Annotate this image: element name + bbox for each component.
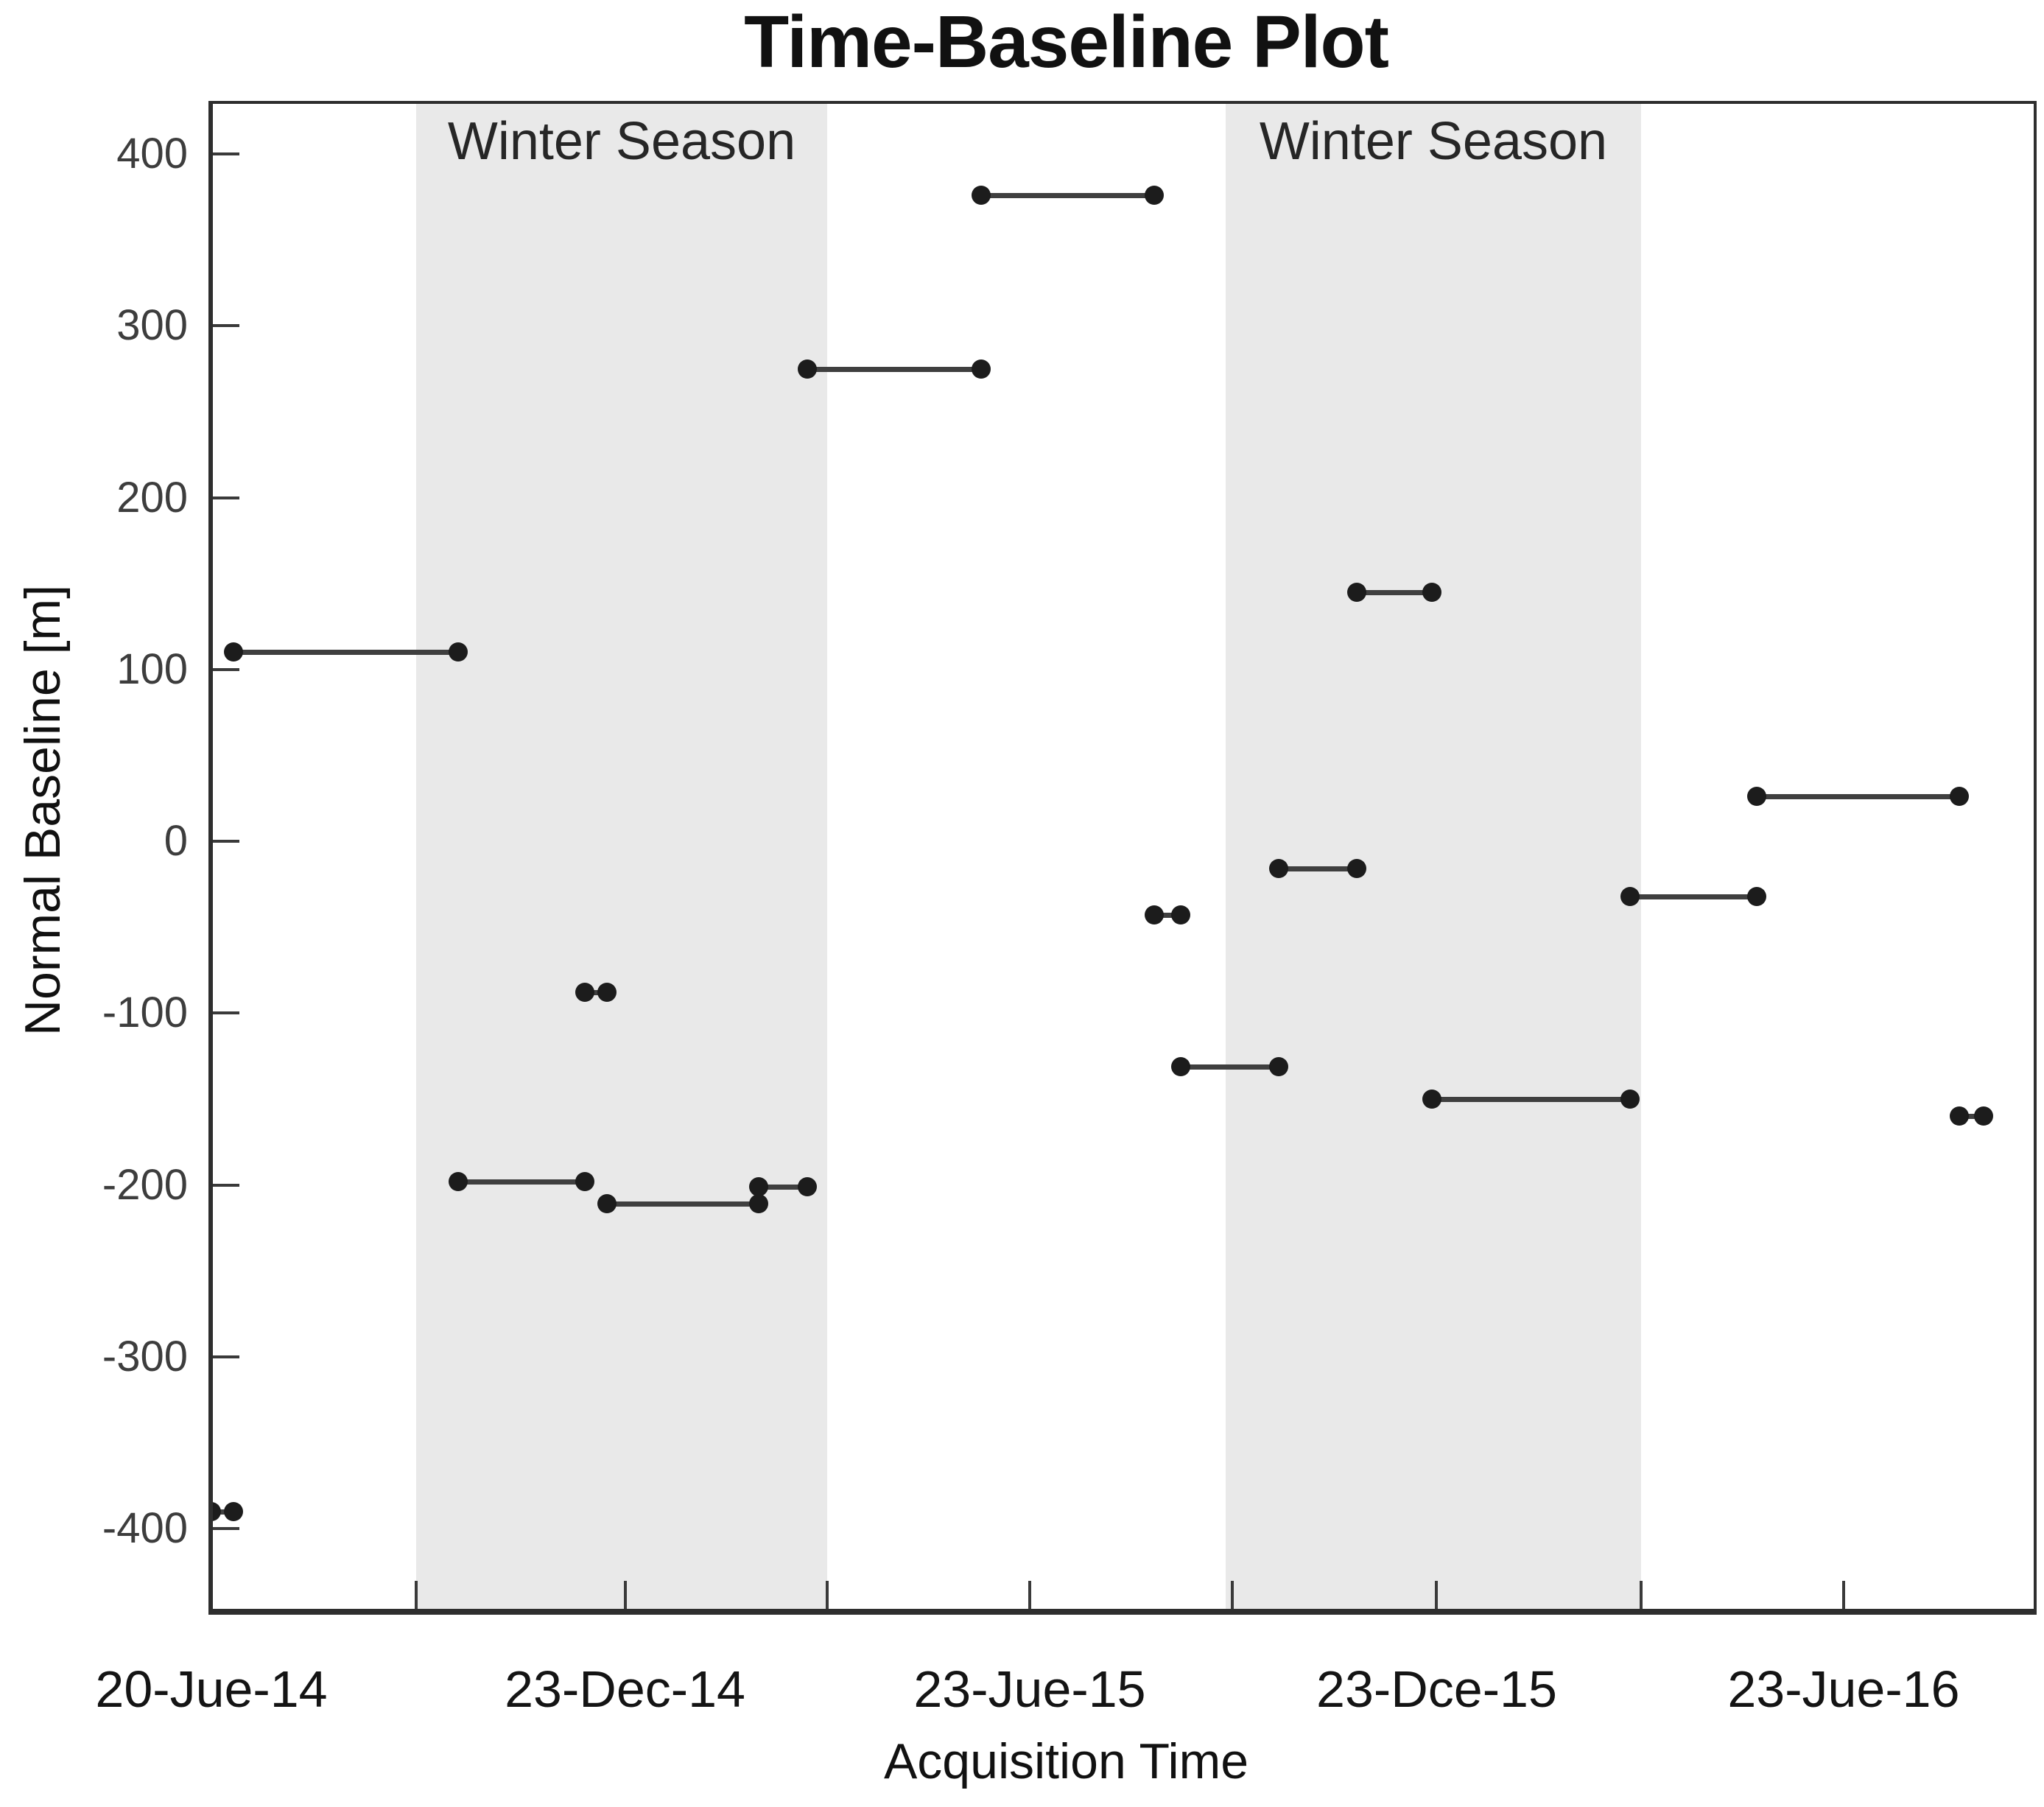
x-tick-label: 23-Jue-15 [913, 1660, 1146, 1718]
y-tick-label: -300 [102, 1332, 188, 1380]
baseline-segment [980, 192, 1155, 198]
acquisition-dot [449, 642, 468, 662]
baseline-segment [1181, 1064, 1279, 1070]
x-axis-label: Acquisition Time [883, 1733, 1249, 1789]
y-tick-label: -200 [102, 1160, 188, 1209]
acquisition-dot [597, 983, 617, 1003]
y-tick-mark [213, 324, 239, 328]
y-tick-mark [213, 667, 239, 671]
acquisition-dot [971, 359, 991, 379]
chart-title: Time-Baseline Plot [744, 1, 1389, 83]
y-tick-mark [213, 496, 239, 499]
acquisition-dot [575, 983, 595, 1003]
acquisition-dot [1346, 859, 1366, 879]
y-tick-label: 300 [116, 301, 188, 350]
y-tick-mark [213, 1011, 239, 1015]
baseline-segment [1959, 1114, 1984, 1120]
acquisition-dot [1974, 1106, 1994, 1126]
baseline-segment [607, 1201, 759, 1207]
x-tick-mark [1028, 1581, 1031, 1609]
acquisition-dot [798, 1176, 818, 1196]
baseline-segment [1154, 913, 1181, 919]
x-tick-label: 23-Jue-16 [1727, 1660, 1960, 1718]
acquisition-dot [1145, 905, 1165, 925]
baseline-segment [1757, 794, 1959, 800]
winter-season-label: Winter Season [447, 112, 796, 171]
acquisition-dot [748, 1176, 768, 1196]
axis-right-edge [2034, 101, 2037, 1615]
acquisition-dot [1747, 886, 1767, 906]
acquisition-dot [1620, 1089, 1640, 1109]
acquisition-dot [1171, 905, 1191, 925]
winter-season-band [1225, 101, 1642, 1615]
acquisition-dot [1747, 787, 1767, 807]
acquisition-dot [1145, 185, 1165, 205]
y-tick-label: 200 [116, 473, 188, 522]
y-tick-mark [213, 1527, 239, 1530]
x-tick-mark [1230, 1581, 1234, 1609]
baseline-segment [1356, 589, 1433, 595]
acquisition-dot [1269, 1056, 1289, 1076]
y-tick-label: 0 [164, 817, 188, 865]
baseline-segment [233, 650, 459, 656]
axis-top-edge [208, 101, 2037, 104]
x-tick-mark [1435, 1581, 1439, 1609]
winter-season-band [415, 101, 828, 1615]
acquisition-dot [1422, 582, 1442, 602]
acquisition-dot [748, 1194, 768, 1214]
y-tick-mark [213, 840, 239, 843]
acquisition-dot [1949, 787, 1969, 807]
acquisition-dot [597, 1194, 617, 1214]
x-tick-label: 23-Dce-15 [1316, 1660, 1557, 1718]
winter-season-label: Winter Season [1259, 112, 1608, 171]
acquisition-dot [1422, 1089, 1442, 1109]
baseline-segment [458, 1179, 586, 1185]
axis-bottom-edge [208, 1609, 2037, 1615]
axis-left-edge [208, 101, 213, 1615]
acquisition-dot [224, 642, 244, 662]
y-tick-label: 100 [116, 645, 188, 693]
x-tick-mark [414, 1581, 418, 1609]
plot-area: Winter Season Winter Season [208, 101, 2037, 1615]
y-tick-mark [213, 1355, 239, 1358]
acquisition-dot [1171, 1056, 1191, 1076]
baseline-segment [1432, 1096, 1631, 1102]
acquisition-dot [449, 1171, 468, 1191]
acquisition-dot [1620, 886, 1640, 906]
y-tick-mark [213, 1183, 239, 1187]
x-tick-mark [623, 1581, 627, 1609]
baseline-segment [1630, 894, 1757, 899]
acquisition-dot [1346, 582, 1366, 602]
x-tick-mark [1640, 1581, 1643, 1609]
y-tick-mark [213, 152, 239, 155]
x-tick-label: 23-Dec-14 [505, 1660, 745, 1718]
acquisition-dot [1269, 859, 1289, 879]
acquisition-dot [224, 1501, 244, 1521]
baseline-segment [585, 990, 608, 996]
x-tick-mark [826, 1581, 829, 1609]
baseline-segment [758, 1184, 808, 1190]
acquisition-dot [798, 359, 818, 379]
y-tick-label: -400 [102, 1504, 188, 1552]
acquisition-dot [1949, 1106, 1969, 1126]
baseline-segment [1279, 866, 1357, 872]
baseline-segment [211, 1509, 234, 1515]
acquisition-dot [575, 1171, 595, 1191]
x-tick-mark [1841, 1581, 1845, 1609]
y-tick-label: -100 [102, 989, 188, 1037]
baseline-segment [807, 366, 981, 372]
x-tick-label: 20-Jue-14 [95, 1660, 328, 1718]
y-tick-label: 400 [116, 130, 188, 178]
acquisition-dot [971, 185, 991, 205]
